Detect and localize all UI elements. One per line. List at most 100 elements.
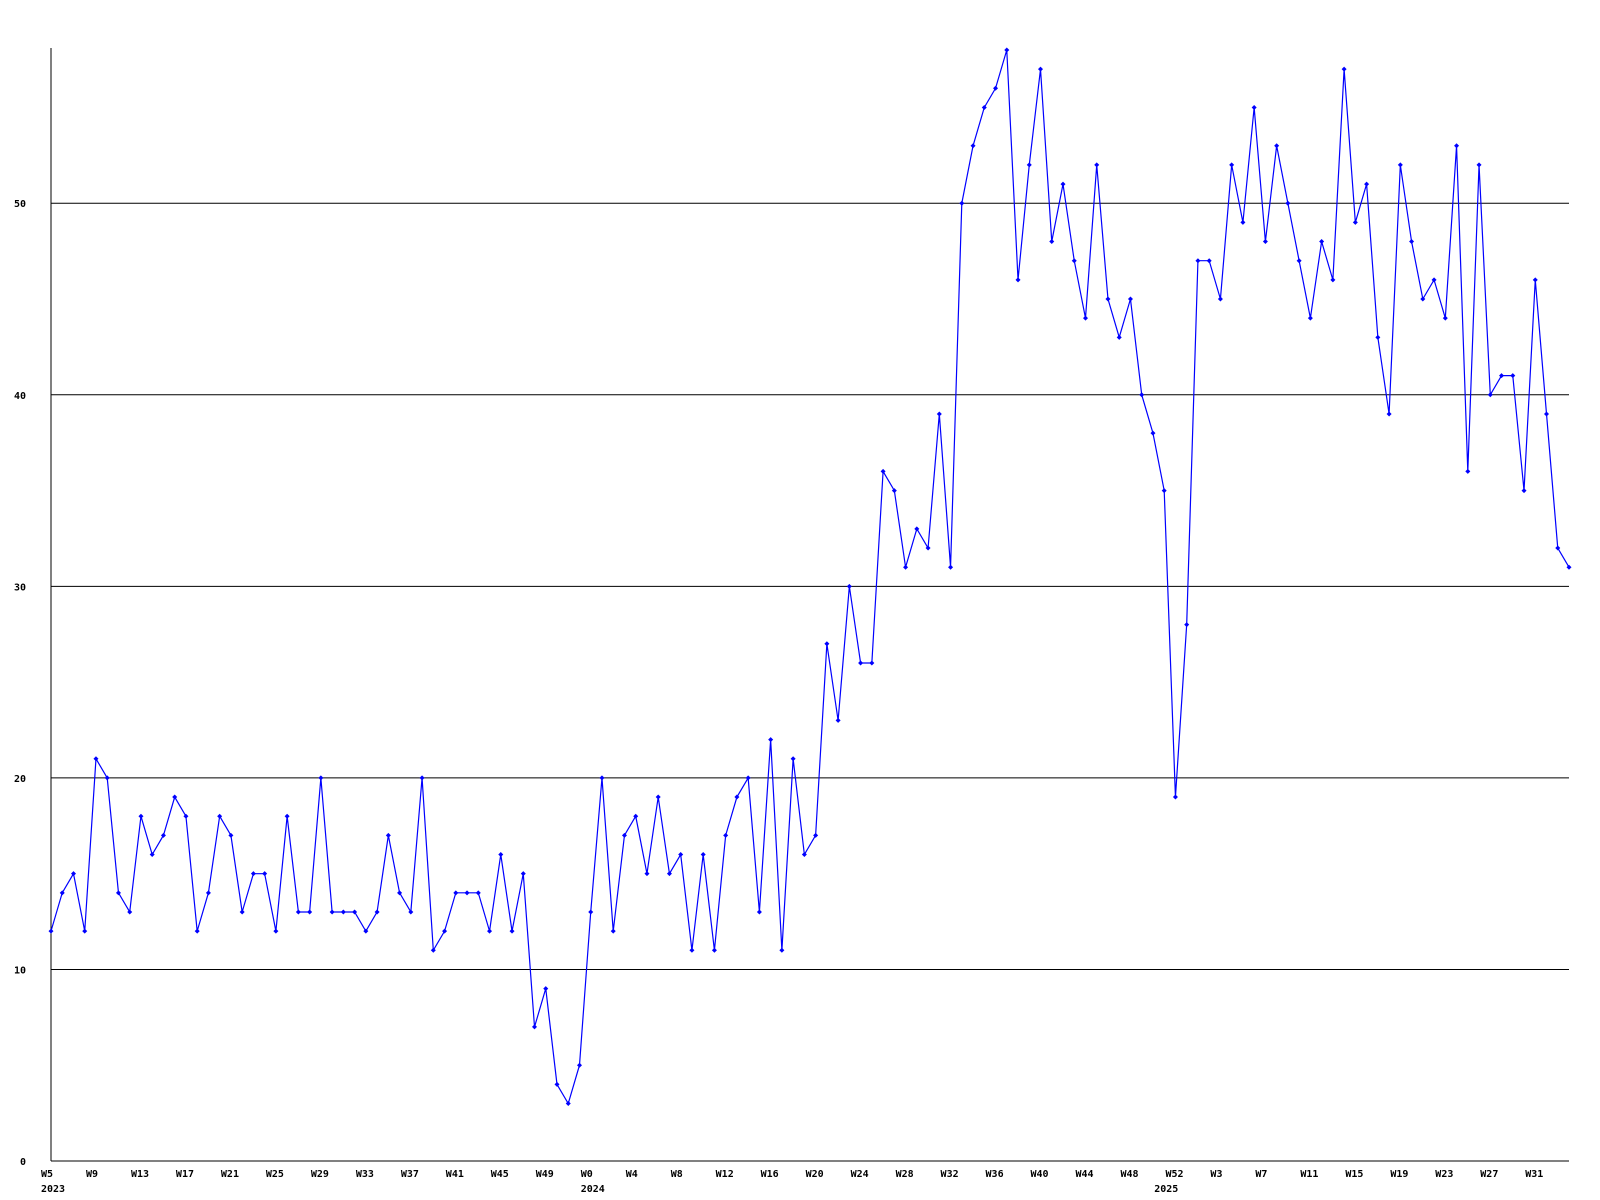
data-point — [723, 832, 729, 838]
data-point — [936, 411, 942, 417]
x-tick-label: W40 — [1031, 1169, 1049, 1180]
data-point — [329, 909, 335, 915]
data-point — [1409, 239, 1415, 245]
data-point — [295, 909, 301, 915]
x-tick-label: W28 — [896, 1169, 914, 1180]
data-point — [813, 832, 819, 838]
data-point — [903, 564, 909, 570]
x-tick-label: W8 — [671, 1169, 683, 1180]
y-tick-label: 50 — [14, 199, 26, 210]
data-point — [1364, 181, 1370, 187]
data-point — [565, 1101, 571, 1107]
data-point — [104, 775, 110, 781]
data-point — [576, 1062, 582, 1068]
data-point — [891, 488, 897, 494]
data-point — [520, 871, 526, 877]
x-tick-label: W52 — [1165, 1169, 1183, 1180]
data-point — [1420, 296, 1426, 302]
x-tick-label: W15 — [1345, 1169, 1363, 1180]
data-point — [217, 813, 223, 819]
x-tick-label: W37 — [401, 1169, 419, 1180]
data-point — [228, 832, 234, 838]
data-point — [318, 775, 324, 781]
x-tick-label: W32 — [941, 1169, 959, 1180]
x-tick-label: W36 — [986, 1169, 1004, 1180]
y-tick-label: 40 — [14, 391, 26, 402]
data-point — [543, 986, 549, 992]
data-point — [745, 775, 751, 781]
x-tick-label: W25 — [266, 1169, 284, 1180]
data-point — [948, 564, 954, 570]
x-tick-label: W5 — [41, 1169, 53, 1180]
data-point — [835, 717, 841, 723]
data-point — [374, 909, 380, 915]
data-point — [588, 909, 594, 915]
data-point — [779, 947, 785, 953]
data-point — [1217, 296, 1223, 302]
data-point — [1499, 373, 1505, 379]
x-tick-label: W0 — [581, 1169, 593, 1180]
data-point — [1071, 258, 1077, 264]
data-point — [610, 928, 616, 934]
data-point — [138, 813, 144, 819]
data-point — [1375, 334, 1381, 340]
data-point — [1206, 258, 1212, 264]
data-point — [981, 104, 987, 110]
data-point — [1319, 239, 1325, 245]
data-point — [48, 928, 54, 934]
data-point — [599, 775, 605, 781]
data-point — [70, 871, 76, 877]
data-point — [1487, 392, 1493, 398]
data-point — [689, 947, 695, 953]
data-point — [925, 545, 931, 551]
x-tick-label: W4 — [626, 1169, 638, 1180]
x-tick-label: W3 — [1210, 1169, 1222, 1180]
y-tick-label: 20 — [14, 774, 26, 785]
data-point — [1510, 373, 1516, 379]
data-point — [993, 85, 999, 91]
data-point — [363, 928, 369, 934]
data-point — [1532, 277, 1538, 283]
x-tick-label: W24 — [851, 1169, 869, 1180]
x-tick-label: W13 — [131, 1169, 149, 1180]
data-point — [1521, 488, 1527, 494]
x-tick-label: W11 — [1300, 1169, 1318, 1180]
data-point — [1465, 468, 1471, 474]
data-point — [442, 928, 448, 934]
data-point — [475, 890, 481, 896]
data-point — [644, 871, 650, 877]
data-point — [1184, 622, 1190, 628]
data-point — [1026, 162, 1032, 168]
data-point — [1307, 315, 1313, 321]
data-point — [307, 909, 313, 915]
data-point — [1454, 143, 1460, 149]
x-year-label: 2025 — [1154, 1184, 1178, 1195]
data-point — [1285, 200, 1291, 206]
data-point — [1566, 564, 1572, 570]
data-point — [273, 928, 279, 934]
x-tick-label: W21 — [221, 1169, 239, 1180]
data-point — [1082, 315, 1088, 321]
data-point — [678, 852, 684, 858]
data-point — [846, 583, 852, 589]
data-point — [430, 947, 436, 953]
data-point — [1386, 411, 1392, 417]
x-tick-label: W41 — [446, 1169, 464, 1180]
data-point — [453, 890, 459, 896]
data-point — [824, 641, 830, 647]
data-point — [408, 909, 414, 915]
data-point — [1274, 143, 1280, 149]
data-point — [397, 890, 403, 896]
data-point — [464, 890, 470, 896]
data-point — [1229, 162, 1235, 168]
data-point — [59, 890, 65, 896]
x-tick-label: W48 — [1120, 1169, 1138, 1180]
x-tick-label: W44 — [1075, 1169, 1093, 1180]
data-point — [1139, 392, 1145, 398]
data-point — [1544, 411, 1550, 417]
x-tick-label: W33 — [356, 1169, 374, 1180]
data-point — [1341, 66, 1347, 72]
y-tick-label: 30 — [14, 582, 26, 593]
x-tick-label: W9 — [86, 1169, 98, 1180]
data-point — [115, 890, 121, 896]
